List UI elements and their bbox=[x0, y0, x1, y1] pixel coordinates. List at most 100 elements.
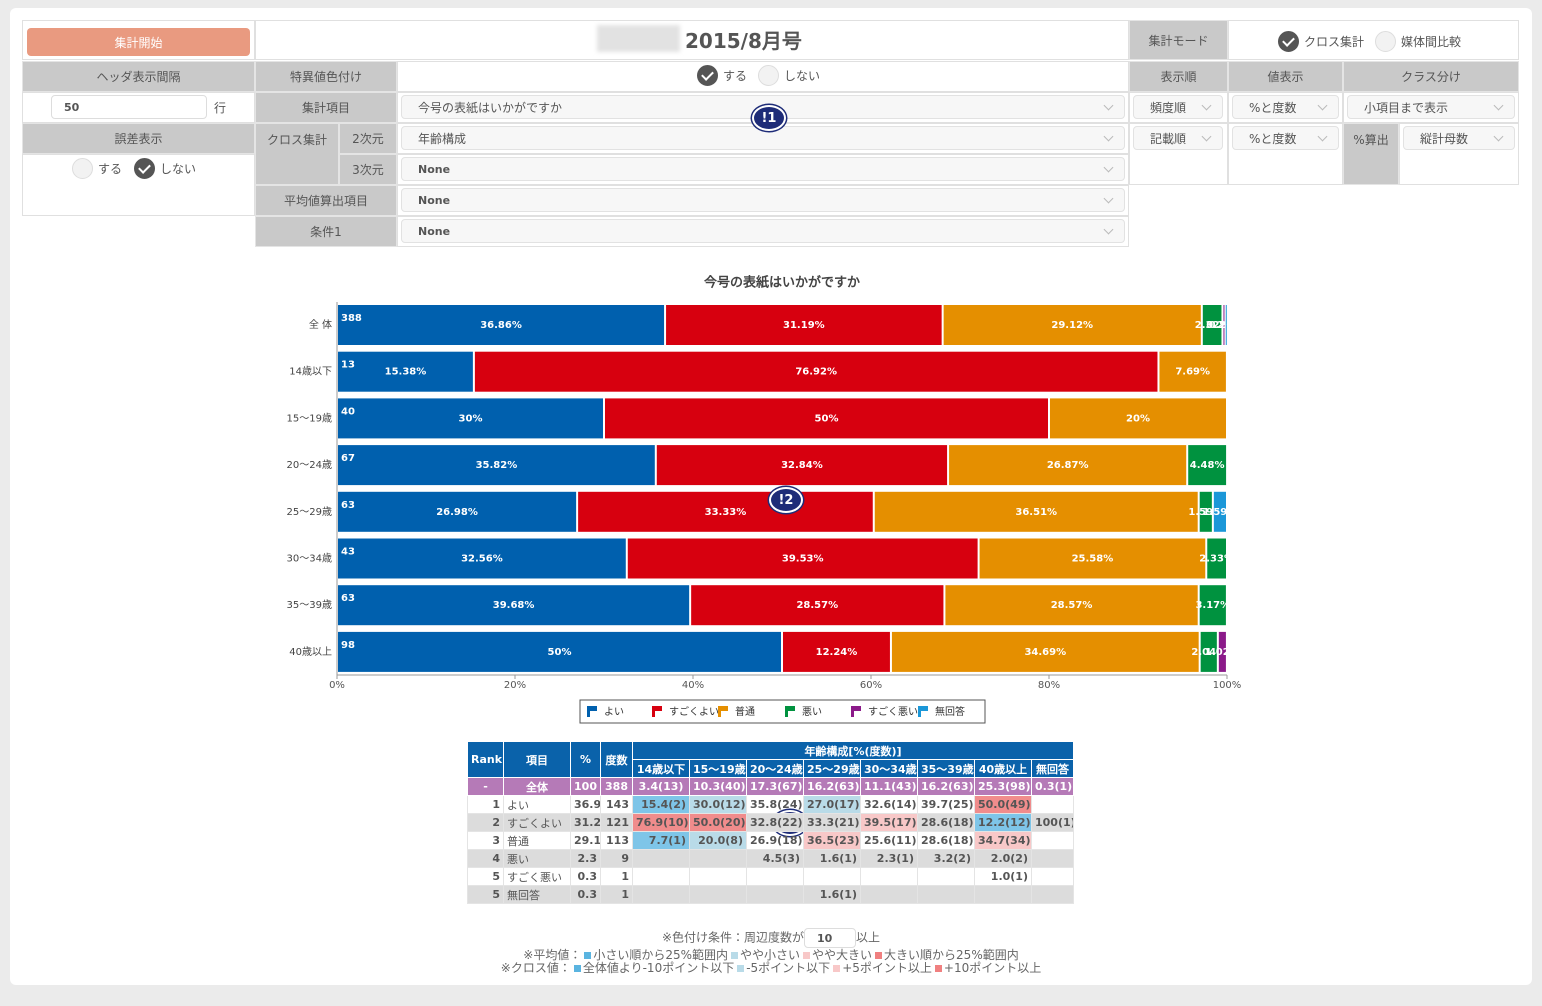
note-swatch bbox=[584, 952, 592, 959]
count-label: 13 bbox=[341, 360, 355, 371]
select[interactable]: None bbox=[401, 188, 1125, 212]
note-swatch bbox=[833, 965, 841, 972]
note-text: 以上 bbox=[856, 930, 881, 945]
table-row: - 全体 100 388 3.4(13) 10.3(40) 17.3(67) 16.2(63)… bbox=[467, 777, 1075, 796]
bar-segment bbox=[656, 445, 948, 486]
note-swatch bbox=[573, 965, 581, 972]
panel-label: 特異値色付け bbox=[255, 61, 397, 92]
table-cell: 5 bbox=[467, 885, 504, 904]
radio-label[interactable]: する bbox=[98, 162, 123, 176]
value-label: 76.92% bbox=[795, 367, 837, 378]
y-tick-label: 25～29歳 bbox=[287, 506, 332, 518]
note-swatch bbox=[934, 965, 942, 972]
text-input[interactable]: 50 bbox=[51, 95, 207, 119]
table-cell bbox=[803, 867, 861, 886]
bar-segment bbox=[945, 585, 1198, 626]
radio[interactable] bbox=[72, 158, 93, 179]
table-cell: 25.6(11) bbox=[860, 831, 918, 850]
table-cell: 26.9(18) bbox=[746, 831, 804, 850]
header-cell: 度数 bbox=[600, 741, 633, 778]
start-button[interactable]: 集計開始 bbox=[27, 28, 250, 56]
value-label: 2.04% bbox=[1191, 647, 1226, 658]
count-label: 63 bbox=[341, 500, 355, 511]
select[interactable]: None bbox=[401, 157, 1125, 181]
note-text: +10ポイント以上 bbox=[943, 961, 1042, 975]
table-cell: 2 bbox=[467, 813, 504, 832]
legend-swatch bbox=[921, 706, 928, 711]
table-cell: 無回答 bbox=[503, 885, 571, 904]
value-label: 32.56% bbox=[461, 554, 503, 565]
radio[interactable] bbox=[758, 65, 779, 86]
table-row: 5 すごく悪い 0.3 1 1.0(1) bbox=[467, 867, 1075, 886]
radio[interactable] bbox=[1278, 31, 1299, 52]
table-cell bbox=[746, 885, 804, 904]
table-cell: 25.3(98) bbox=[974, 777, 1032, 796]
radio-label[interactable]: 媒体間比較 bbox=[1401, 35, 1462, 49]
legend-swatch bbox=[721, 706, 728, 711]
table-cell: よい bbox=[503, 795, 571, 814]
select[interactable]: None bbox=[401, 219, 1125, 243]
column-header: 20～24歳 bbox=[746, 759, 804, 778]
panel-label: 平均値算出項目 bbox=[255, 185, 397, 216]
legend-swatch bbox=[918, 706, 921, 717]
table-cell: 35.8(24) bbox=[746, 795, 804, 814]
bar-segment bbox=[578, 491, 873, 532]
table-row: 1 よい 36.9 143 15.4(2) 30.0(12) 35.8(24) 27.0(17… bbox=[467, 795, 1075, 814]
table-cell: 32.8(22) bbox=[746, 813, 804, 832]
table-row: 2 すごくよい 31.2 121 76.9(10) 50.0(20) 32.8(22) 33.… bbox=[467, 813, 1075, 832]
legend-label: よい bbox=[604, 706, 624, 718]
select[interactable]: 縦計母数 bbox=[1403, 126, 1515, 150]
bar-segment bbox=[605, 398, 1048, 439]
legend-label: すごくよい bbox=[669, 705, 719, 718]
panel-label: 値表示 bbox=[1228, 61, 1343, 92]
bar-segment bbox=[979, 538, 1206, 579]
note-text: ※平均値： bbox=[523, 948, 582, 962]
note-swatch bbox=[803, 952, 811, 959]
panel-cell bbox=[255, 20, 1129, 60]
note-text: やや小さい bbox=[740, 948, 801, 962]
table-cell: 7.7(1) bbox=[632, 831, 690, 850]
text-input[interactable]: 10 bbox=[804, 928, 857, 948]
radio[interactable] bbox=[134, 158, 155, 179]
table-cell: 17.3(67) bbox=[746, 777, 804, 796]
bar-segment bbox=[891, 631, 1199, 672]
note-swatch bbox=[875, 952, 883, 959]
table-cell bbox=[1030, 849, 1075, 868]
table-cell: 100(1) bbox=[1030, 813, 1075, 832]
table-cell: 1 bbox=[600, 885, 633, 904]
bar-segment bbox=[1213, 491, 1226, 532]
bar-segment bbox=[338, 398, 603, 439]
note-swatch bbox=[731, 952, 739, 959]
column-header: 40歳以上 bbox=[974, 759, 1032, 778]
table-cell: 30.0(12) bbox=[689, 795, 747, 814]
table-cell: 3 bbox=[467, 831, 504, 850]
table-cell: 32.6(14) bbox=[860, 795, 918, 814]
panel-label: %算出 bbox=[1343, 123, 1399, 185]
bar-segment bbox=[1202, 305, 1222, 345]
value-label: 25.58% bbox=[1072, 554, 1114, 565]
table-cell: 28.6(18) bbox=[917, 813, 975, 832]
select[interactable]: 小項目まで表示 bbox=[1347, 95, 1515, 119]
table-cell: 28.6(18) bbox=[917, 831, 975, 850]
bar-segment bbox=[1199, 491, 1212, 532]
radio-label[interactable]: しない bbox=[160, 162, 197, 176]
radio[interactable] bbox=[1375, 31, 1396, 52]
select[interactable]: %と度数 bbox=[1232, 126, 1339, 150]
legend-swatch bbox=[655, 706, 662, 711]
x-tick-label: 60% bbox=[860, 680, 882, 691]
radio-label[interactable]: しない bbox=[784, 69, 821, 83]
count-label: 43 bbox=[341, 547, 355, 558]
radio-label[interactable]: クロス集計 bbox=[1304, 35, 1365, 49]
radio-label[interactable]: する bbox=[723, 69, 748, 83]
note-text: ※色付け条件：周辺度数が bbox=[661, 930, 805, 945]
select[interactable]: 記載順 bbox=[1133, 126, 1223, 150]
table-cell: 113 bbox=[600, 831, 633, 850]
table-cell: 76.9(10) bbox=[632, 813, 690, 832]
select[interactable]: 頻度順 bbox=[1133, 95, 1223, 119]
radio[interactable] bbox=[697, 65, 718, 86]
bar-segment bbox=[338, 305, 665, 345]
select[interactable]: %と度数 bbox=[1232, 95, 1339, 119]
table-cell: 27.0(17) bbox=[803, 795, 861, 814]
value-label: 26.98% bbox=[436, 507, 478, 518]
table-cell bbox=[632, 885, 690, 904]
